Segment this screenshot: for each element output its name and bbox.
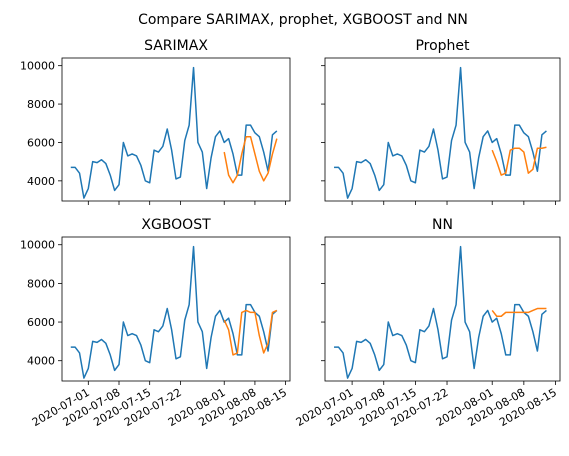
y-tick-label: 10000	[20, 239, 55, 252]
panel-title: Prophet	[415, 38, 470, 54]
series-line	[334, 245, 547, 379]
series-line	[491, 307, 547, 317]
series-line	[223, 309, 278, 356]
axes-frame	[61, 236, 291, 382]
y-tick-label: 8000	[27, 98, 55, 111]
y-tick-label: 8000	[27, 277, 55, 290]
y-tick-label: 6000	[27, 136, 55, 149]
series-line	[70, 245, 278, 379]
series-line	[70, 66, 278, 199]
series-line	[491, 146, 547, 176]
y-tick-label: 4000	[27, 355, 55, 368]
series-line	[334, 66, 547, 199]
axes-frame	[324, 57, 561, 202]
axes-frame	[61, 57, 291, 202]
y-tick-label: 6000	[27, 316, 55, 329]
panel-title: SARIMAX	[144, 38, 208, 54]
y-tick-label: 10000	[20, 60, 55, 73]
axes-frame	[324, 236, 561, 382]
panel-title: XGBOOST	[141, 217, 211, 233]
panel-title: NN	[432, 217, 453, 233]
figure-title: Compare SARIMAX, prophet, XGBOOST and NN	[138, 12, 468, 28]
y-tick-label: 4000	[27, 175, 55, 188]
series-line	[223, 135, 278, 184]
